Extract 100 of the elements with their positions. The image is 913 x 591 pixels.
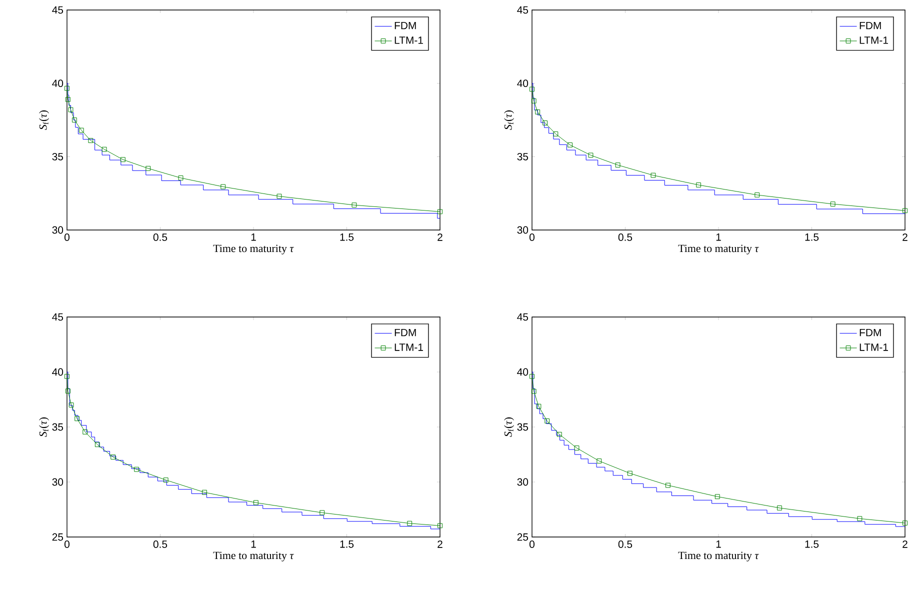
y-tick-label: 25 [52,533,64,541]
point [556,432,562,437]
point [596,458,602,464]
y-axis-title: S$_{f}$(τ) [39,417,49,437]
point [74,416,80,422]
point [276,194,282,199]
point [146,166,151,171]
y-tick-label: 40 [52,80,64,88]
point [163,478,168,482]
point [438,523,442,528]
point [65,97,70,102]
y-axis-title: S$_{f}$(τ) [504,417,514,437]
point [574,446,580,450]
y-axis-title: S$_{f}$(τ) [504,110,514,130]
legend-label: LTM-1 [860,36,888,44]
point [82,430,88,434]
point [320,510,325,516]
point [542,120,548,126]
y-tick-label: 30 [52,478,64,486]
point [830,202,836,206]
point [110,454,116,460]
point [530,374,534,379]
point [407,520,412,526]
point [102,146,107,152]
point [438,209,442,214]
point [68,107,74,112]
y-tick-label: 45 [517,313,528,321]
x-tick-label: 0.5 [618,234,632,241]
point [902,520,908,526]
point [650,172,656,178]
y-tick-label: 30 [517,226,528,234]
point [568,142,573,148]
y-tick-label: 40 [517,80,528,88]
y-axis-title: S$_{f}$(τ) [39,110,49,130]
x-axis-title: Time to maturity τ [678,552,759,562]
x-axis-title: Time to maturity τ [213,552,294,562]
legend-label: LTM-1 [394,36,423,44]
x-tick-label: 2 [438,540,442,548]
point [352,202,357,208]
x-tick-label: 1 [716,540,721,548]
point [544,418,550,424]
x-axis-title: Time to maturity τ [678,244,759,254]
legend-label: LTM-1 [860,344,888,351]
point [253,500,258,506]
x-tick-label: 0 [64,234,70,241]
x-tick-label: 1.5 [340,540,354,548]
point [120,157,126,162]
point [588,152,594,158]
y-tick-label: 45 [517,6,528,14]
point [64,86,70,91]
point [535,109,540,114]
point [64,374,70,379]
legend-label: FDM [394,22,416,30]
y-tick-label: 35 [52,423,64,431]
legend-label: FDM [860,22,881,30]
y-tick-label: 35 [52,152,64,160]
y-tick-label: 40 [52,368,64,376]
x-tick-label: 2 [902,234,908,241]
point [714,494,720,500]
point [68,402,74,408]
y-tick-label: 35 [517,423,528,431]
point [902,208,908,214]
point [220,184,226,190]
x-tick-label: 0 [530,234,535,241]
x-tick-label: 0.5 [153,540,168,548]
point [202,490,207,495]
point [134,466,140,472]
x-tick-label: 2 [438,234,442,241]
point [857,516,862,522]
x-tick-label: 1 [251,234,256,241]
point [78,128,84,133]
point [531,98,536,104]
point [530,86,534,92]
y-tick-label: 45 [52,6,64,14]
legend-label: FDM [860,328,881,336]
x-axis-title: Time to maturity τ [213,244,294,254]
point [178,175,184,180]
y-tick-label: 30 [52,226,64,234]
x-tick-label: 0 [530,540,535,548]
point [94,442,100,448]
x-tick-label: 1 [716,234,721,241]
point [65,388,70,394]
point [72,118,77,122]
point [531,388,536,394]
legend-label: LTM-1 [394,344,423,351]
y-tick-label: 45 [52,313,64,321]
x-tick-label: 1.5 [340,234,354,241]
y-tick-label: 35 [517,152,528,160]
point [777,506,782,510]
x-tick-label: 1.5 [805,234,819,241]
point [627,470,632,476]
x-tick-label: 0.5 [153,234,168,241]
x-tick-label: 2 [902,540,908,548]
y-tick-label: 30 [517,478,528,486]
x-tick-label: 0.5 [618,540,632,548]
x-tick-label: 0 [64,540,70,548]
point [615,162,620,168]
point [696,182,702,188]
point [553,131,558,136]
y-tick-label: 25 [517,533,528,541]
